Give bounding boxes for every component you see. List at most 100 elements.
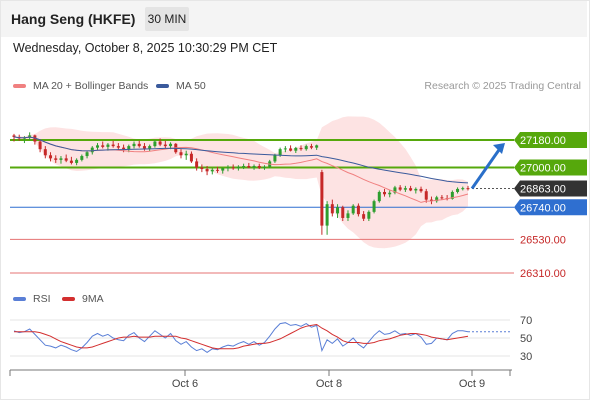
level-label: 26310.00 bbox=[520, 268, 566, 280]
candle bbox=[54, 158, 58, 160]
candle bbox=[283, 148, 287, 150]
candle bbox=[127, 146, 131, 150]
legend-rsi-label: RSI bbox=[33, 293, 51, 305]
candle bbox=[362, 214, 366, 219]
candle bbox=[289, 148, 293, 151]
candle bbox=[304, 146, 308, 150]
candle bbox=[367, 211, 371, 219]
candle bbox=[450, 191, 454, 199]
candle bbox=[336, 207, 340, 214]
candle bbox=[163, 144, 167, 147]
candle bbox=[210, 169, 214, 172]
candle bbox=[106, 144, 110, 147]
candle bbox=[456, 188, 460, 192]
candle bbox=[179, 152, 183, 156]
candle bbox=[252, 165, 256, 168]
candle bbox=[64, 158, 68, 161]
legend-rsi-ma-label: 9MA bbox=[82, 293, 104, 305]
candle bbox=[75, 159, 79, 163]
legend-ma50: MA 50 bbox=[156, 80, 206, 92]
legend-ma20-label: MA 20 + Bollinger Bands bbox=[33, 80, 149, 92]
candle bbox=[330, 204, 334, 214]
candle bbox=[158, 141, 162, 145]
rsi-ma-line bbox=[14, 323, 469, 350]
level-tag bbox=[514, 132, 587, 148]
candle bbox=[466, 188, 470, 190]
candle bbox=[221, 168, 225, 171]
candle bbox=[398, 187, 402, 190]
last-price-tag bbox=[514, 180, 587, 197]
legend-ma20: MA 20 + Bollinger Bands bbox=[13, 80, 148, 92]
last-price-label: 26863.00 bbox=[520, 183, 566, 195]
candle bbox=[341, 207, 345, 218]
candle bbox=[49, 155, 53, 159]
rsi-line bbox=[13, 322, 469, 354]
ma50-swatch bbox=[156, 84, 169, 88]
candle bbox=[142, 146, 146, 149]
candle bbox=[435, 197, 439, 202]
candle bbox=[80, 156, 84, 160]
level-label: 27000.00 bbox=[520, 163, 566, 175]
candle bbox=[262, 166, 266, 168]
candle bbox=[148, 146, 152, 149]
rsi-tick-label: 30 bbox=[520, 351, 532, 363]
candle bbox=[424, 191, 428, 200]
candle bbox=[320, 172, 324, 226]
candle bbox=[429, 199, 433, 202]
forecast-arrow bbox=[470, 146, 503, 190]
legend-rsi: RSI bbox=[13, 293, 51, 305]
bollinger-band bbox=[14, 116, 468, 249]
x-tick-label: Oct 6 bbox=[172, 378, 198, 390]
candle bbox=[85, 152, 89, 157]
candle bbox=[216, 169, 220, 171]
research-credit: Research © 2025 Trading Central bbox=[424, 80, 581, 92]
candle bbox=[231, 167, 235, 169]
candle bbox=[388, 192, 392, 195]
level-label: 26530.00 bbox=[520, 234, 566, 246]
candle bbox=[28, 135, 32, 138]
candle bbox=[315, 145, 319, 148]
candle bbox=[247, 165, 251, 168]
candle bbox=[195, 161, 199, 168]
candle bbox=[69, 160, 73, 163]
candle bbox=[111, 144, 115, 147]
candle bbox=[189, 153, 193, 162]
candle bbox=[169, 143, 173, 147]
candle bbox=[95, 145, 99, 148]
candle bbox=[383, 191, 387, 195]
candle bbox=[200, 167, 204, 170]
candle bbox=[59, 158, 63, 160]
x-tick-label: Oct 8 bbox=[316, 378, 342, 390]
candle bbox=[38, 141, 42, 150]
rsi-ma-swatch bbox=[62, 297, 75, 301]
candle bbox=[393, 187, 397, 193]
candle bbox=[278, 149, 282, 156]
candle bbox=[372, 201, 376, 212]
candle bbox=[403, 188, 407, 190]
title-bar: Hang Seng (HKFE) 30 MIN bbox=[1, 1, 587, 37]
rsi-tick-label: 50 bbox=[520, 333, 532, 345]
candle bbox=[184, 153, 188, 156]
candle bbox=[242, 165, 246, 167]
candle bbox=[22, 137, 26, 139]
candle bbox=[137, 143, 141, 147]
candle bbox=[257, 165, 261, 168]
ma20-swatch bbox=[13, 84, 26, 88]
candle bbox=[122, 147, 126, 150]
forecast-arrow-head bbox=[493, 143, 505, 154]
candle bbox=[414, 188, 418, 191]
candle bbox=[356, 205, 360, 215]
candle bbox=[299, 147, 303, 150]
candle bbox=[101, 145, 105, 147]
candle bbox=[409, 188, 413, 191]
x-tick-label: Oct 9 bbox=[459, 378, 485, 390]
ma50-line bbox=[13, 136, 469, 184]
level-tag bbox=[514, 199, 587, 216]
instrument-title: Hang Seng (HKFE) bbox=[11, 11, 136, 27]
candle bbox=[461, 188, 465, 190]
chart-datetime: Wednesday, October 8, 2025 10:30:29 PM C… bbox=[13, 41, 278, 55]
candle bbox=[236, 166, 240, 169]
interval-badge[interactable]: 30 MIN bbox=[145, 7, 189, 31]
candle bbox=[325, 204, 329, 226]
